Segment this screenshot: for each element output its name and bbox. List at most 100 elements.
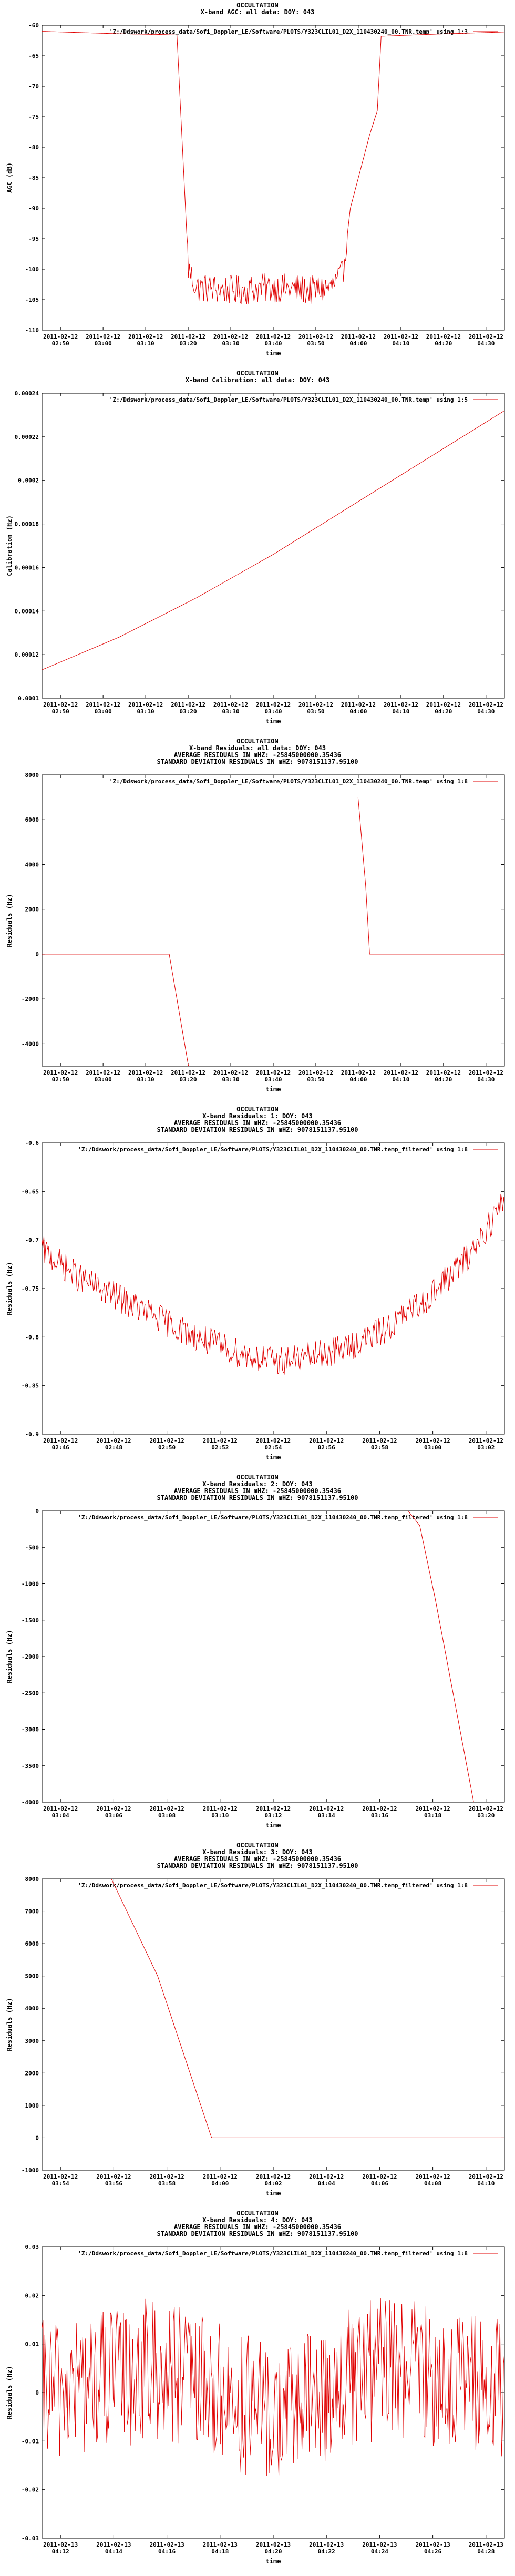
chart-panel-1: OCCULTATION X-band AGC: all data: DOY: 04… xyxy=(0,0,515,368)
y-tick-label: -80 xyxy=(28,144,39,151)
legend-entry: 'Z:/Ddswork/process_data/Sofi_Doppler_LE… xyxy=(78,1146,468,1153)
x-tick-label: 03:00 xyxy=(95,708,112,715)
y-tick-label: 0 xyxy=(35,951,39,958)
x-tick-label: 2011-02-12 xyxy=(43,333,78,340)
plot-frame xyxy=(42,393,505,699)
x-tick-label: 2011-02-12 xyxy=(426,1069,461,1076)
y-tick-label: -75 xyxy=(28,114,39,120)
x-tick-label: 03:56 xyxy=(105,2180,122,2187)
y-tick-label: -0.9 xyxy=(25,1431,39,1438)
y-tick-label: -100 xyxy=(25,266,39,273)
x-tick-label: 2011-02-12 xyxy=(43,1437,78,1444)
y-tick-label: 8000 xyxy=(25,1876,39,1883)
chart-subtitle: X-band Residuals: 3: DOY: 043 xyxy=(202,1848,313,1856)
y-tick-label: -70 xyxy=(28,83,39,90)
y-tick-label: 0.00014 xyxy=(15,608,39,615)
x-tick-label: 2011-02-13 xyxy=(415,2541,450,2548)
legend-entry: 'Z:/Ddswork/process_data/Sofi_Doppler_LE… xyxy=(78,1514,468,1521)
legend-entry: 'Z:/Ddswork/process_data/Sofi_Doppler_LE… xyxy=(109,28,468,35)
x-tick-label: 03:08 xyxy=(158,1812,176,1819)
x-tick-label: 2011-02-12 xyxy=(298,333,333,340)
chart-subtitle: AVERAGE RESIDUALS IN mHZ: -25845000000.3… xyxy=(174,1119,341,1127)
y-tick-label: 0.00022 xyxy=(15,434,39,441)
x-axis-label: time xyxy=(266,1454,281,1461)
x-tick-label: 04:26 xyxy=(424,2548,441,2555)
x-tick-label: 2011-02-12 xyxy=(341,1069,376,1076)
x-tick-label: 02:50 xyxy=(158,1444,176,1451)
x-tick-label: 2011-02-12 xyxy=(43,1069,78,1076)
x-tick-label: 2011-02-12 xyxy=(213,1069,248,1076)
chart-subtitle: STANDARD DEVIATION RESIDUALS IN mHZ: 907… xyxy=(157,758,358,765)
y-tick-label: 1000 xyxy=(25,2102,39,2109)
y-tick-label: 4000 xyxy=(25,2005,39,2012)
chart-subtitle: STANDARD DEVIATION RESIDUALS IN mHZ: 907… xyxy=(157,2230,358,2237)
chart-title: OCCULTATION xyxy=(236,1474,278,1481)
x-tick-label: 03:10 xyxy=(211,1812,229,1819)
x-tick-label: 2011-02-13 xyxy=(96,2541,131,2548)
x-tick-label: 02:48 xyxy=(105,1444,122,1451)
x-tick-label: 03:30 xyxy=(222,1076,239,1083)
x-tick-label: 03:00 xyxy=(95,1076,112,1083)
x-tick-label: 2011-02-12 xyxy=(469,701,503,708)
chart-subtitle: STANDARD DEVIATION RESIDUALS IN mHZ: 907… xyxy=(157,1494,358,1501)
legend-entry: 'Z:/Ddswork/process_data/Sofi_Doppler_LE… xyxy=(109,396,468,403)
x-tick-label: 03:30 xyxy=(222,340,239,347)
x-tick-label: 2011-02-12 xyxy=(415,1437,450,1444)
x-tick-label: 2011-02-12 xyxy=(128,1069,163,1076)
chart-panel-5: OCCULTATION X-band Residuals: 2: DOY: 043… xyxy=(0,1472,515,1840)
x-tick-label: 03:50 xyxy=(307,340,324,347)
x-tick-label: 03:16 xyxy=(371,1812,388,1819)
x-tick-label: 2011-02-12 xyxy=(96,1805,131,1812)
y-tick-label: 0.0002 xyxy=(18,477,39,484)
series-line xyxy=(42,1511,474,1802)
series-line xyxy=(42,410,504,670)
x-tick-label: 03:20 xyxy=(180,340,197,347)
y-tick-label: 0.00018 xyxy=(15,521,39,528)
x-tick-label: 03:12 xyxy=(264,1812,282,1819)
x-tick-label: 2011-02-12 xyxy=(256,333,291,340)
y-tick-label: -0.02 xyxy=(22,2487,39,2493)
x-tick-label: 2011-02-12 xyxy=(149,2173,184,2180)
y-axis-label: Calibration (Hz) xyxy=(6,515,13,576)
x-tick-label: 02:58 xyxy=(371,1444,388,1451)
chart-panel-7: OCCULTATION X-band Residuals: 4: DOY: 043… xyxy=(0,2208,515,2576)
x-tick-label: 04:14 xyxy=(105,2548,122,2555)
legend-entry: 'Z:/Ddswork/process_data/Sofi_Doppler_LE… xyxy=(78,1882,468,1889)
x-tick-label: 2011-02-12 xyxy=(384,333,418,340)
y-tick-label: -0.01 xyxy=(22,2438,39,2445)
x-axis-label: time xyxy=(266,1086,281,1093)
y-tick-label: -0.75 xyxy=(22,1285,39,1292)
x-tick-label: 2011-02-12 xyxy=(469,1805,503,1812)
y-tick-label: 0.00016 xyxy=(15,564,39,571)
x-tick-label: 2011-02-13 xyxy=(309,2541,344,2548)
x-tick-label: 2011-02-12 xyxy=(362,2173,397,2180)
y-tick-label: -60 xyxy=(28,22,39,29)
x-tick-label: 2011-02-12 xyxy=(171,701,205,708)
y-tick-label: -2000 xyxy=(22,996,39,1003)
x-tick-label: 2011-02-12 xyxy=(171,333,205,340)
x-tick-label: 03:40 xyxy=(264,340,282,347)
chart-title: OCCULTATION xyxy=(236,1842,278,1849)
x-tick-label: 03:40 xyxy=(264,1076,282,1083)
x-tick-label: 2011-02-12 xyxy=(309,2173,344,2180)
y-tick-label: -1500 xyxy=(22,1617,39,1624)
x-tick-label: 03:02 xyxy=(477,1444,495,1451)
x-tick-label: 2011-02-12 xyxy=(203,2173,238,2180)
x-tick-label: 2011-02-12 xyxy=(171,1069,205,1076)
x-tick-label: 2011-02-12 xyxy=(309,1805,344,1812)
x-tick-label: 2011-02-12 xyxy=(415,1805,450,1812)
legend-entry: 'Z:/Ddswork/process_data/Sofi_Doppler_LE… xyxy=(78,2250,468,2257)
series-line xyxy=(42,1193,504,1375)
chart-subtitle: AVERAGE RESIDUALS IN mHZ: -25845000000.3… xyxy=(174,1855,341,1863)
chart-title: OCCULTATION xyxy=(236,1106,278,1113)
x-tick-label: 2011-02-12 xyxy=(298,701,333,708)
x-tick-label: 04:00 xyxy=(211,2180,229,2187)
x-tick-label: 2011-02-12 xyxy=(469,2173,503,2180)
x-axis-label: time xyxy=(266,1822,281,1829)
chart-subtitle: X-band Residuals: 1: DOY: 043 xyxy=(202,1112,313,1120)
y-tick-label: 8000 xyxy=(25,772,39,779)
x-axis-label: time xyxy=(266,350,281,357)
